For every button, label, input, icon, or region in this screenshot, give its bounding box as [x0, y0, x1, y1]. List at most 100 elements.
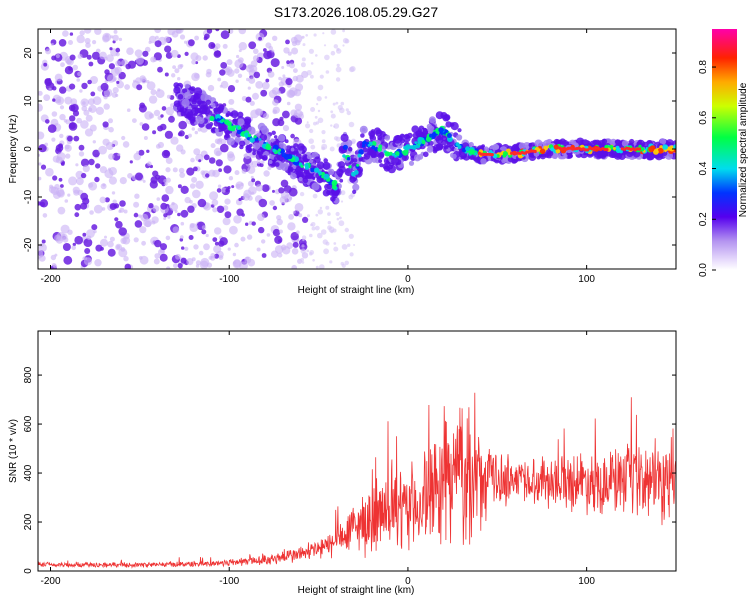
spectrogram-point	[292, 75, 299, 82]
spectrogram-point	[139, 226, 147, 234]
spectrogram-point	[260, 89, 268, 97]
spectrogram-point	[115, 60, 121, 67]
spectrogram-point	[597, 140, 606, 149]
spectrogram-point	[294, 203, 304, 212]
spectrogram-point	[115, 52, 120, 57]
spectrogram-point	[220, 143, 229, 153]
spectrogram-point	[44, 142, 49, 147]
spectrogram-point	[278, 134, 286, 142]
spectrogram-point	[141, 240, 147, 246]
spectrogram-point	[148, 35, 157, 44]
spectrogram-point	[374, 147, 379, 152]
spectrogram-point	[358, 149, 364, 155]
spectrogram-point	[250, 175, 254, 179]
spectrogram-point	[180, 149, 186, 155]
spectrogram-point	[295, 83, 304, 92]
spectrogram-point	[236, 54, 240, 59]
spectrogram-point	[426, 146, 434, 153]
spectrogram-point	[68, 40, 73, 45]
spectrogram-point	[287, 51, 292, 56]
spectrogram-point	[225, 188, 229, 193]
spectrogram-point	[629, 138, 635, 145]
spectrogram-point	[301, 261, 305, 264]
spectrogram-point	[87, 79, 92, 85]
spectrogram-point	[348, 233, 354, 239]
spectrogram-point	[95, 106, 104, 115]
spectrogram-point	[338, 220, 345, 227]
spectrogram-point	[180, 221, 185, 226]
spectrogram-point	[287, 166, 294, 173]
spectrogram-point	[62, 30, 69, 37]
spectrogram-point	[322, 189, 330, 197]
spectrogram-point	[592, 139, 598, 145]
spectrogram-point	[249, 137, 255, 143]
x-tick-label: -100	[219, 576, 239, 587]
spectrogram-point	[174, 68, 180, 74]
spectrogram-point	[81, 82, 88, 90]
spectrogram-point	[101, 207, 106, 211]
spectrogram-point	[552, 154, 558, 160]
spectrogram-point	[38, 90, 43, 96]
spectrogram-point	[346, 157, 351, 161]
spectrogram-point	[60, 62, 65, 68]
spectrogram-point	[237, 126, 242, 130]
spectrogram-point	[349, 176, 356, 183]
spectrogram-point	[347, 243, 351, 247]
spectrogram-point	[395, 151, 400, 156]
spectrogram-point	[205, 173, 210, 178]
spectrogram-point	[342, 144, 348, 150]
spectrogram-point	[89, 124, 97, 132]
spectrogram-point	[423, 151, 429, 158]
spectrogram-point	[271, 49, 275, 53]
spectrogram-point	[267, 166, 272, 171]
spectrogram-point	[102, 183, 106, 187]
spectrogram-point	[74, 235, 83, 245]
spectrogram-point	[308, 48, 314, 54]
spectrogram-point	[38, 153, 41, 157]
spectrogram-point	[132, 118, 137, 123]
spectrogram-point	[310, 223, 313, 227]
spectrogram-point	[222, 205, 229, 211]
spectrogram-point	[402, 149, 409, 156]
spectrogram-point	[197, 127, 202, 132]
spectrogram-point	[72, 110, 80, 117]
spectrogram-point	[76, 78, 80, 82]
spectrogram-point	[64, 144, 72, 152]
spectrogram-point	[108, 176, 117, 185]
spectrogram-point	[292, 241, 299, 248]
spectrogram-point	[187, 205, 195, 213]
spectrogram-point	[219, 69, 226, 76]
spectrogram-point	[405, 144, 411, 150]
spectrogram-point	[377, 147, 383, 152]
spectrogram-point	[330, 110, 334, 114]
spectrogram-point	[54, 234, 62, 242]
spectrogram-point	[298, 176, 303, 182]
spectrogram-point	[205, 233, 209, 238]
spectrogram-point	[133, 212, 139, 218]
spectrogram-point	[302, 177, 309, 184]
spectrogram-point	[314, 156, 321, 163]
spectrogram-point	[301, 57, 306, 62]
spectrogram-point	[210, 143, 216, 149]
spectrogram-point	[274, 235, 283, 244]
spectrogram-point	[74, 203, 82, 211]
spectrogram-point	[116, 80, 120, 84]
spectrogram-point	[352, 183, 360, 191]
spectrogram-point	[146, 81, 156, 91]
spectrogram-point	[102, 32, 112, 42]
y-tick-label: -20	[23, 237, 34, 252]
spectrogram-point	[379, 163, 384, 168]
spectrogram-point	[177, 263, 183, 269]
spectrogram-point	[53, 191, 61, 200]
spectrogram-point	[214, 241, 219, 246]
spectrogram-point	[291, 40, 297, 47]
spectrogram-point	[325, 241, 330, 246]
spectrogram-point	[270, 250, 279, 258]
spectrogram-point	[193, 148, 201, 156]
spectrogram-point	[168, 115, 175, 123]
spectrogram-point	[456, 134, 463, 141]
colorbar-tick-label: 0.8	[698, 60, 709, 74]
spectrogram-point	[335, 77, 341, 82]
spectrogram-point	[163, 36, 171, 43]
spectrogram-y-label: Frequency (Hz)	[8, 115, 19, 184]
